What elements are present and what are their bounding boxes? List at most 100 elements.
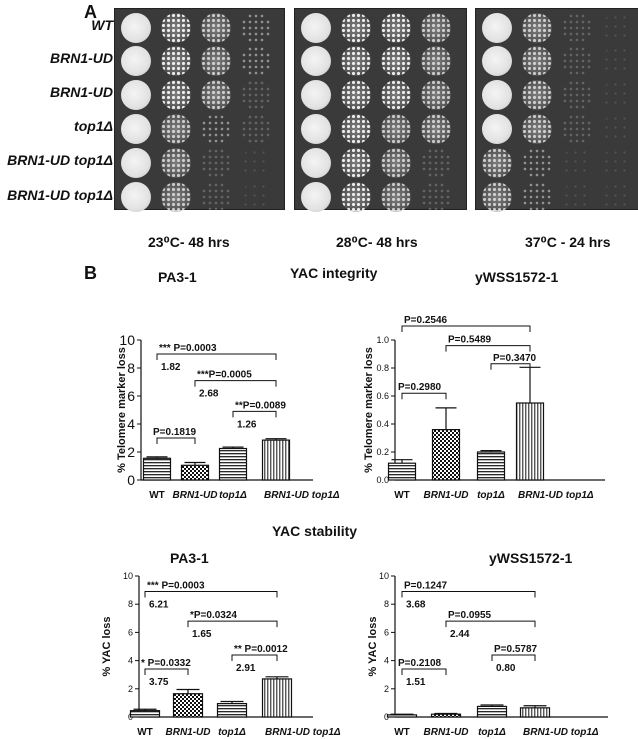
x-category-label: top1Δ (218, 727, 246, 738)
growth-spot (421, 182, 451, 212)
x-category-label: BRN1-UD top1Δ (518, 490, 594, 501)
bar (218, 447, 248, 481)
growth-spot (161, 46, 191, 76)
growth-spot (602, 114, 632, 144)
growth-spot (482, 148, 512, 178)
bar (180, 464, 210, 481)
comparison-bracket (490, 363, 531, 370)
growth-spot (301, 114, 331, 144)
strain-label-top1: top1Δ (74, 118, 113, 134)
growth-spot (522, 148, 552, 178)
fold-change-label: 1.26 (237, 419, 257, 430)
x-category-label: WT (149, 490, 165, 501)
bar (519, 707, 551, 718)
growth-spot (562, 46, 592, 76)
y-axis-label: % YAC loss (101, 617, 113, 677)
p-value-label: ***P=0.0005 (197, 370, 252, 381)
bar (386, 714, 418, 718)
growth-spot (341, 46, 371, 76)
spot-plate-37c (475, 8, 638, 212)
growth-spot (121, 114, 151, 144)
growth-spot (421, 46, 451, 76)
fold-change-label: 2.44 (450, 629, 470, 640)
growth-spot (301, 182, 331, 212)
yac-stability-title: YAC stability (272, 523, 358, 539)
fold-change-label: 1.65 (192, 629, 212, 640)
comparison-bracket (187, 620, 278, 628)
y-tick-label: 10 (379, 571, 389, 581)
fold-change-label: 2.68 (199, 389, 219, 400)
growth-spot (381, 80, 411, 110)
comparison-bracket (445, 620, 536, 628)
growth-spot (482, 46, 512, 76)
growth-spot (301, 148, 331, 178)
growth-spot (522, 46, 552, 76)
growth-spot (381, 13, 411, 43)
growth-spot (522, 182, 552, 212)
strain-label-brn1-ud-2: BRN1-UD (50, 84, 113, 100)
comparison-bracket (232, 410, 277, 418)
comparison-bracket (445, 345, 531, 352)
growth-spot (562, 13, 592, 43)
growth-spot (201, 148, 231, 178)
growth-spot (241, 80, 271, 110)
x-category-label: BRN1-UD top1Δ (264, 490, 340, 501)
y-axis-label: % Telomere marker loss (363, 347, 375, 473)
growth-spot (121, 148, 151, 178)
condition-label-37c: 37⁰C - 24 hrs (525, 234, 611, 250)
y-tick-label: 6 (127, 388, 135, 404)
growth-spot (522, 80, 552, 110)
y-tick-label: 10 (123, 571, 133, 581)
y-tick-label: 2 (128, 684, 133, 694)
p-value-label: P=0.2108 (398, 658, 442, 669)
strain-label-brn1-ud-1: BRN1-UD (50, 50, 113, 66)
growth-spot (602, 148, 632, 178)
y-tick-label: 0.0 (376, 475, 389, 485)
p-value-label: **P=0.0089 (235, 400, 286, 411)
p-value-label: P=0.3470 (493, 353, 537, 364)
x-category-label: BRN1-UD (424, 490, 469, 501)
growth-spot (482, 182, 512, 212)
p-value-label: P=0.5489 (448, 335, 492, 346)
growth-spot (381, 114, 411, 144)
x-category-label: WT (394, 490, 410, 501)
y-tick-label: 0.6 (376, 391, 389, 401)
growth-spot (301, 13, 331, 43)
bar (216, 703, 248, 718)
p-value-label: P=0.2980 (398, 382, 442, 393)
growth-spot (241, 148, 271, 178)
strain-label-brn1-ud-top1-2: BRN1-UD top1Δ (7, 187, 113, 203)
p-value-label: P=0.0955 (448, 610, 492, 621)
bar (261, 678, 293, 718)
bar (129, 710, 161, 718)
x-category-label: top1Δ (219, 490, 247, 501)
p-value-label: * P=0.0332 (141, 658, 191, 669)
bar (515, 402, 545, 481)
comparison-bracket (401, 591, 536, 598)
y-tick-label: 10 (119, 332, 135, 348)
x-category-label: WT (394, 727, 410, 738)
y-tick-label: 0 (384, 712, 389, 722)
y-tick-label: 8 (127, 360, 135, 376)
growth-spot (201, 13, 231, 43)
x-category-label: BRN1-UD (173, 490, 218, 501)
x-category-label: BRN1-UD (166, 727, 211, 738)
fold-change-label: 3.75 (149, 677, 169, 688)
growth-spot (341, 148, 371, 178)
growth-spot (522, 13, 552, 43)
growth-spot (602, 182, 632, 212)
comparison-bracket (231, 654, 278, 661)
p-value-label: P=0.1247 (404, 581, 448, 592)
comparison-bracket (401, 392, 447, 400)
y-tick-label: 4 (384, 656, 389, 666)
bar (430, 713, 462, 718)
fold-change-label: 0.80 (496, 663, 516, 674)
growth-spot (562, 80, 592, 110)
bar (261, 439, 291, 481)
growth-spot (241, 13, 271, 43)
bar (476, 705, 508, 718)
growth-spot (482, 13, 512, 43)
fold-change-label: 1.51 (406, 677, 426, 688)
growth-spot (421, 148, 451, 178)
